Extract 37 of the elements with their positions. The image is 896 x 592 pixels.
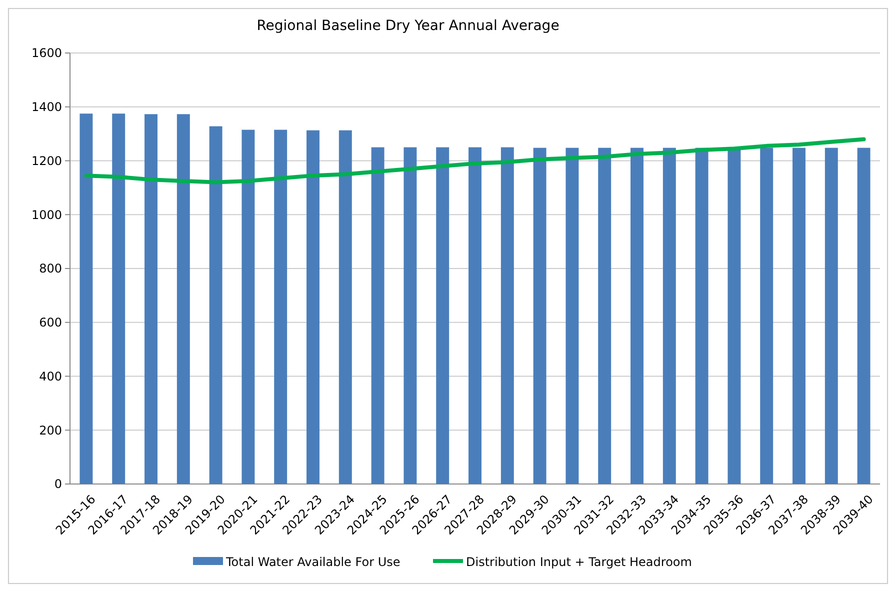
bar bbox=[500, 147, 514, 484]
y-tick-label: 0 bbox=[54, 477, 62, 492]
bar bbox=[598, 148, 612, 484]
legend-label: Total Water Available For Use bbox=[225, 555, 400, 570]
bar bbox=[144, 114, 158, 484]
y-tick-label: 600 bbox=[39, 316, 62, 330]
bar bbox=[533, 148, 546, 484]
bar bbox=[760, 148, 774, 484]
legend-label: Distribution Input + Target Headroom bbox=[466, 555, 692, 570]
bar bbox=[306, 130, 320, 484]
y-tick-label: 1600 bbox=[31, 46, 62, 60]
bar bbox=[662, 148, 676, 484]
bar bbox=[242, 130, 255, 484]
bar bbox=[404, 147, 417, 484]
bar bbox=[274, 130, 288, 484]
bar bbox=[566, 148, 579, 484]
bar bbox=[338, 130, 352, 484]
bar bbox=[209, 126, 222, 484]
chart-title: Regional Baseline Dry Year Annual Average bbox=[256, 18, 560, 34]
line-series bbox=[84, 137, 866, 184]
bar bbox=[630, 148, 644, 484]
bar bbox=[371, 147, 384, 484]
y-tick-label: 200 bbox=[39, 423, 62, 438]
y-tick-label: 1200 bbox=[31, 154, 62, 168]
y-tick-label: 1400 bbox=[31, 100, 62, 114]
y-tick-label: 400 bbox=[39, 369, 62, 384]
bar bbox=[468, 147, 482, 484]
bar bbox=[80, 114, 93, 484]
bar bbox=[824, 148, 838, 484]
bar bbox=[176, 114, 190, 484]
y-tick-label: 800 bbox=[39, 262, 62, 276]
bar bbox=[695, 148, 708, 484]
bar bbox=[436, 147, 450, 484]
bar bbox=[857, 148, 870, 484]
y-tick-label: 1000 bbox=[31, 208, 62, 222]
bar bbox=[792, 148, 806, 484]
bar bbox=[112, 114, 126, 484]
